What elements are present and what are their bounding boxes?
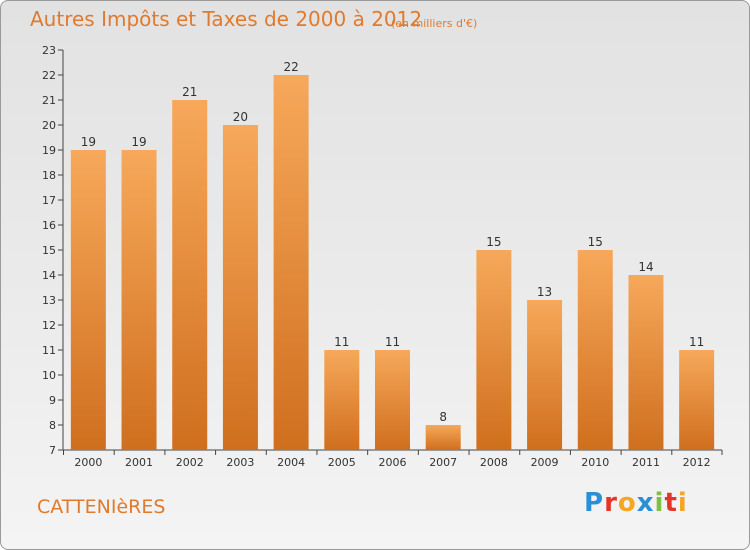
bar-value-label: 19 xyxy=(131,135,146,149)
bar xyxy=(679,350,715,450)
x-tick-label: 2000 xyxy=(74,456,102,469)
bar xyxy=(222,125,258,450)
chart-unit: (en milliers d'€) xyxy=(391,17,478,30)
bar xyxy=(425,425,461,450)
y-tick-label: 14 xyxy=(42,269,56,282)
logo-letter: t xyxy=(664,488,678,518)
logo-letter: o xyxy=(617,488,637,518)
y-tick-label: 11 xyxy=(42,344,56,357)
bar xyxy=(121,150,157,450)
y-tick-label: 20 xyxy=(42,119,56,132)
commune-name: CATTENIèRES xyxy=(37,496,166,518)
proxiti-logo: Proxiti xyxy=(584,488,688,518)
y-tick-label: 7 xyxy=(49,444,56,457)
bars: 19 19 21 20 22 11 11 8 15 13 15 14 11 xyxy=(70,60,715,450)
bar-value-label: 11 xyxy=(334,335,349,349)
bar-value-label: 13 xyxy=(537,285,552,299)
y-tick-label: 9 xyxy=(49,394,56,407)
bar-value-label: 22 xyxy=(283,60,298,74)
bar-value-label: 15 xyxy=(588,235,603,249)
y-tick-label: 17 xyxy=(42,194,56,207)
x-tick-label: 2010 xyxy=(581,456,609,469)
bar-value-label: 8 xyxy=(439,410,447,424)
y-axis: 7 8 9 10 11 12 13 14 15 16 17 18 19 20 21 22 23 xyxy=(42,44,64,457)
logo-letter: P xyxy=(584,488,605,518)
x-tick-label: 2005 xyxy=(328,456,356,469)
x-tick-label: 2002 xyxy=(176,456,204,469)
bar-value-label: 15 xyxy=(486,235,501,249)
bar-value-label: 14 xyxy=(638,260,653,274)
x-tick-label: 2009 xyxy=(531,456,559,469)
logo-letter: i xyxy=(654,488,665,518)
y-tick-label: 13 xyxy=(42,294,56,307)
x-tick-label: 2006 xyxy=(379,456,407,469)
bar-value-label: 19 xyxy=(81,135,96,149)
x-tick-label: 2007 xyxy=(429,456,457,469)
x-tick-label: 2004 xyxy=(277,456,305,469)
bar xyxy=(476,250,512,450)
chart-title: Autres Impôts et Taxes de 2000 à 2012 xyxy=(30,7,423,31)
x-tick-label: 2011 xyxy=(632,456,660,469)
bar xyxy=(172,100,208,450)
y-tick-label: 8 xyxy=(49,419,56,432)
bar-value-label: 11 xyxy=(385,335,400,349)
y-tick-label: 10 xyxy=(42,369,56,382)
x-tick-label: 2008 xyxy=(480,456,508,469)
y-tick-label: 15 xyxy=(42,244,56,257)
y-tick-label: 22 xyxy=(42,69,56,82)
bar xyxy=(273,75,309,450)
y-tick-label: 21 xyxy=(42,94,56,107)
bar-value-label: 21 xyxy=(182,85,197,99)
y-tick-label: 23 xyxy=(42,44,56,57)
bar xyxy=(628,275,664,450)
bar xyxy=(375,350,410,450)
y-tick-label: 16 xyxy=(42,219,56,232)
logo-letter: x xyxy=(636,488,655,518)
bar xyxy=(527,300,563,450)
logo-letter: i xyxy=(677,488,688,518)
y-tick-label: 19 xyxy=(42,144,56,157)
x-axis: 2000 2001 2002 2003 2004 2005 2006 2007 2008 2009… xyxy=(63,449,723,469)
bar-value-label: 20 xyxy=(233,110,248,124)
bar xyxy=(324,350,360,450)
x-tick-label: 2003 xyxy=(226,456,254,469)
y-tick-label: 18 xyxy=(42,169,56,182)
x-tick-label: 2001 xyxy=(125,456,153,469)
bar-value-label: 11 xyxy=(689,335,704,349)
bar xyxy=(577,250,613,450)
x-tick-label: 2012 xyxy=(683,456,711,469)
bar xyxy=(70,150,106,450)
logo-letter: r xyxy=(604,488,618,518)
y-tick-label: 12 xyxy=(42,319,56,332)
